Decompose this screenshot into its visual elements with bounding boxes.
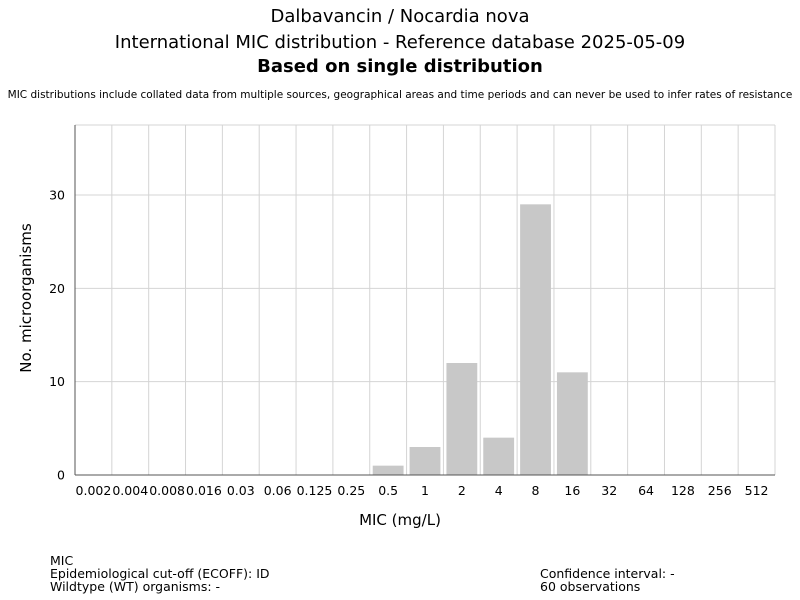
- chart-disclaimer: MIC distributions include collated data …: [7, 89, 793, 101]
- bar-1: [409, 447, 441, 475]
- x-tick-label: 64: [638, 483, 654, 498]
- chart-title: Dalbavancin / Nocardia nova: [270, 6, 530, 27]
- footer-right: Confidence interval: - 60 observations: [540, 567, 675, 593]
- footer-wildtype: Wildtype (WT) organisms: -: [50, 579, 221, 594]
- footer-confidence: Confidence interval: -: [540, 566, 675, 581]
- bar-8: [520, 204, 551, 476]
- y-axis-title: No. microorganisms: [17, 223, 35, 373]
- x-tick-label: 4: [495, 483, 503, 498]
- footer-observations: 60 observations: [540, 579, 641, 594]
- axes: [74, 125, 775, 476]
- x-tick-label: 0.25: [337, 483, 365, 498]
- footer-mic-label: MIC: [50, 553, 74, 568]
- y-tick-label: 20: [49, 281, 65, 296]
- x-tick-label: 0.03: [227, 483, 255, 498]
- bar-2: [446, 363, 478, 475]
- grid-lines: [75, 124, 776, 475]
- x-tick-label: 8: [532, 483, 540, 498]
- x-tick-label: 0.002: [76, 483, 112, 498]
- tick-labels: 0 10 20 30 0.002 0.004 0.008 0.016 0.03 0.06 0.125…: [49, 188, 768, 499]
- x-tick-label: 0.5: [378, 483, 398, 498]
- y-tick-label: 10: [49, 374, 65, 389]
- x-tick-label: 512: [745, 483, 769, 498]
- x-axis-title: MIC (mg/L): [359, 511, 441, 529]
- x-tick-label: 0.06: [264, 483, 292, 498]
- x-tick-label: 32: [601, 483, 617, 498]
- footer-left: MIC Epidemiological cut-off (ECOFF): ID …: [50, 554, 270, 593]
- x-tick-label: 0.004: [112, 483, 148, 498]
- x-tick-label: 0.008: [149, 483, 185, 498]
- bar-16: [556, 372, 588, 475]
- x-tick-label: 256: [708, 483, 732, 498]
- x-tick-label: 128: [671, 483, 695, 498]
- x-tick-label: 2: [458, 483, 466, 498]
- bar-4: [483, 437, 515, 475]
- bars: [372, 204, 588, 476]
- chart-subtitle-distribution: Based on single distribution: [257, 56, 543, 77]
- y-tick-label: 0: [57, 468, 65, 483]
- y-tick-label: 30: [49, 188, 65, 203]
- chart-subtitle-database: International MIC distribution - Referen…: [114, 32, 686, 53]
- x-tick-label: 16: [564, 483, 580, 498]
- x-tick-label: 0.016: [186, 483, 222, 498]
- footer-ecoff: Epidemiological cut-off (ECOFF): ID: [50, 566, 270, 581]
- bar-0.5: [372, 465, 404, 475]
- x-tick-label: 1: [421, 483, 429, 498]
- x-tick-label: 0.125: [297, 483, 333, 498]
